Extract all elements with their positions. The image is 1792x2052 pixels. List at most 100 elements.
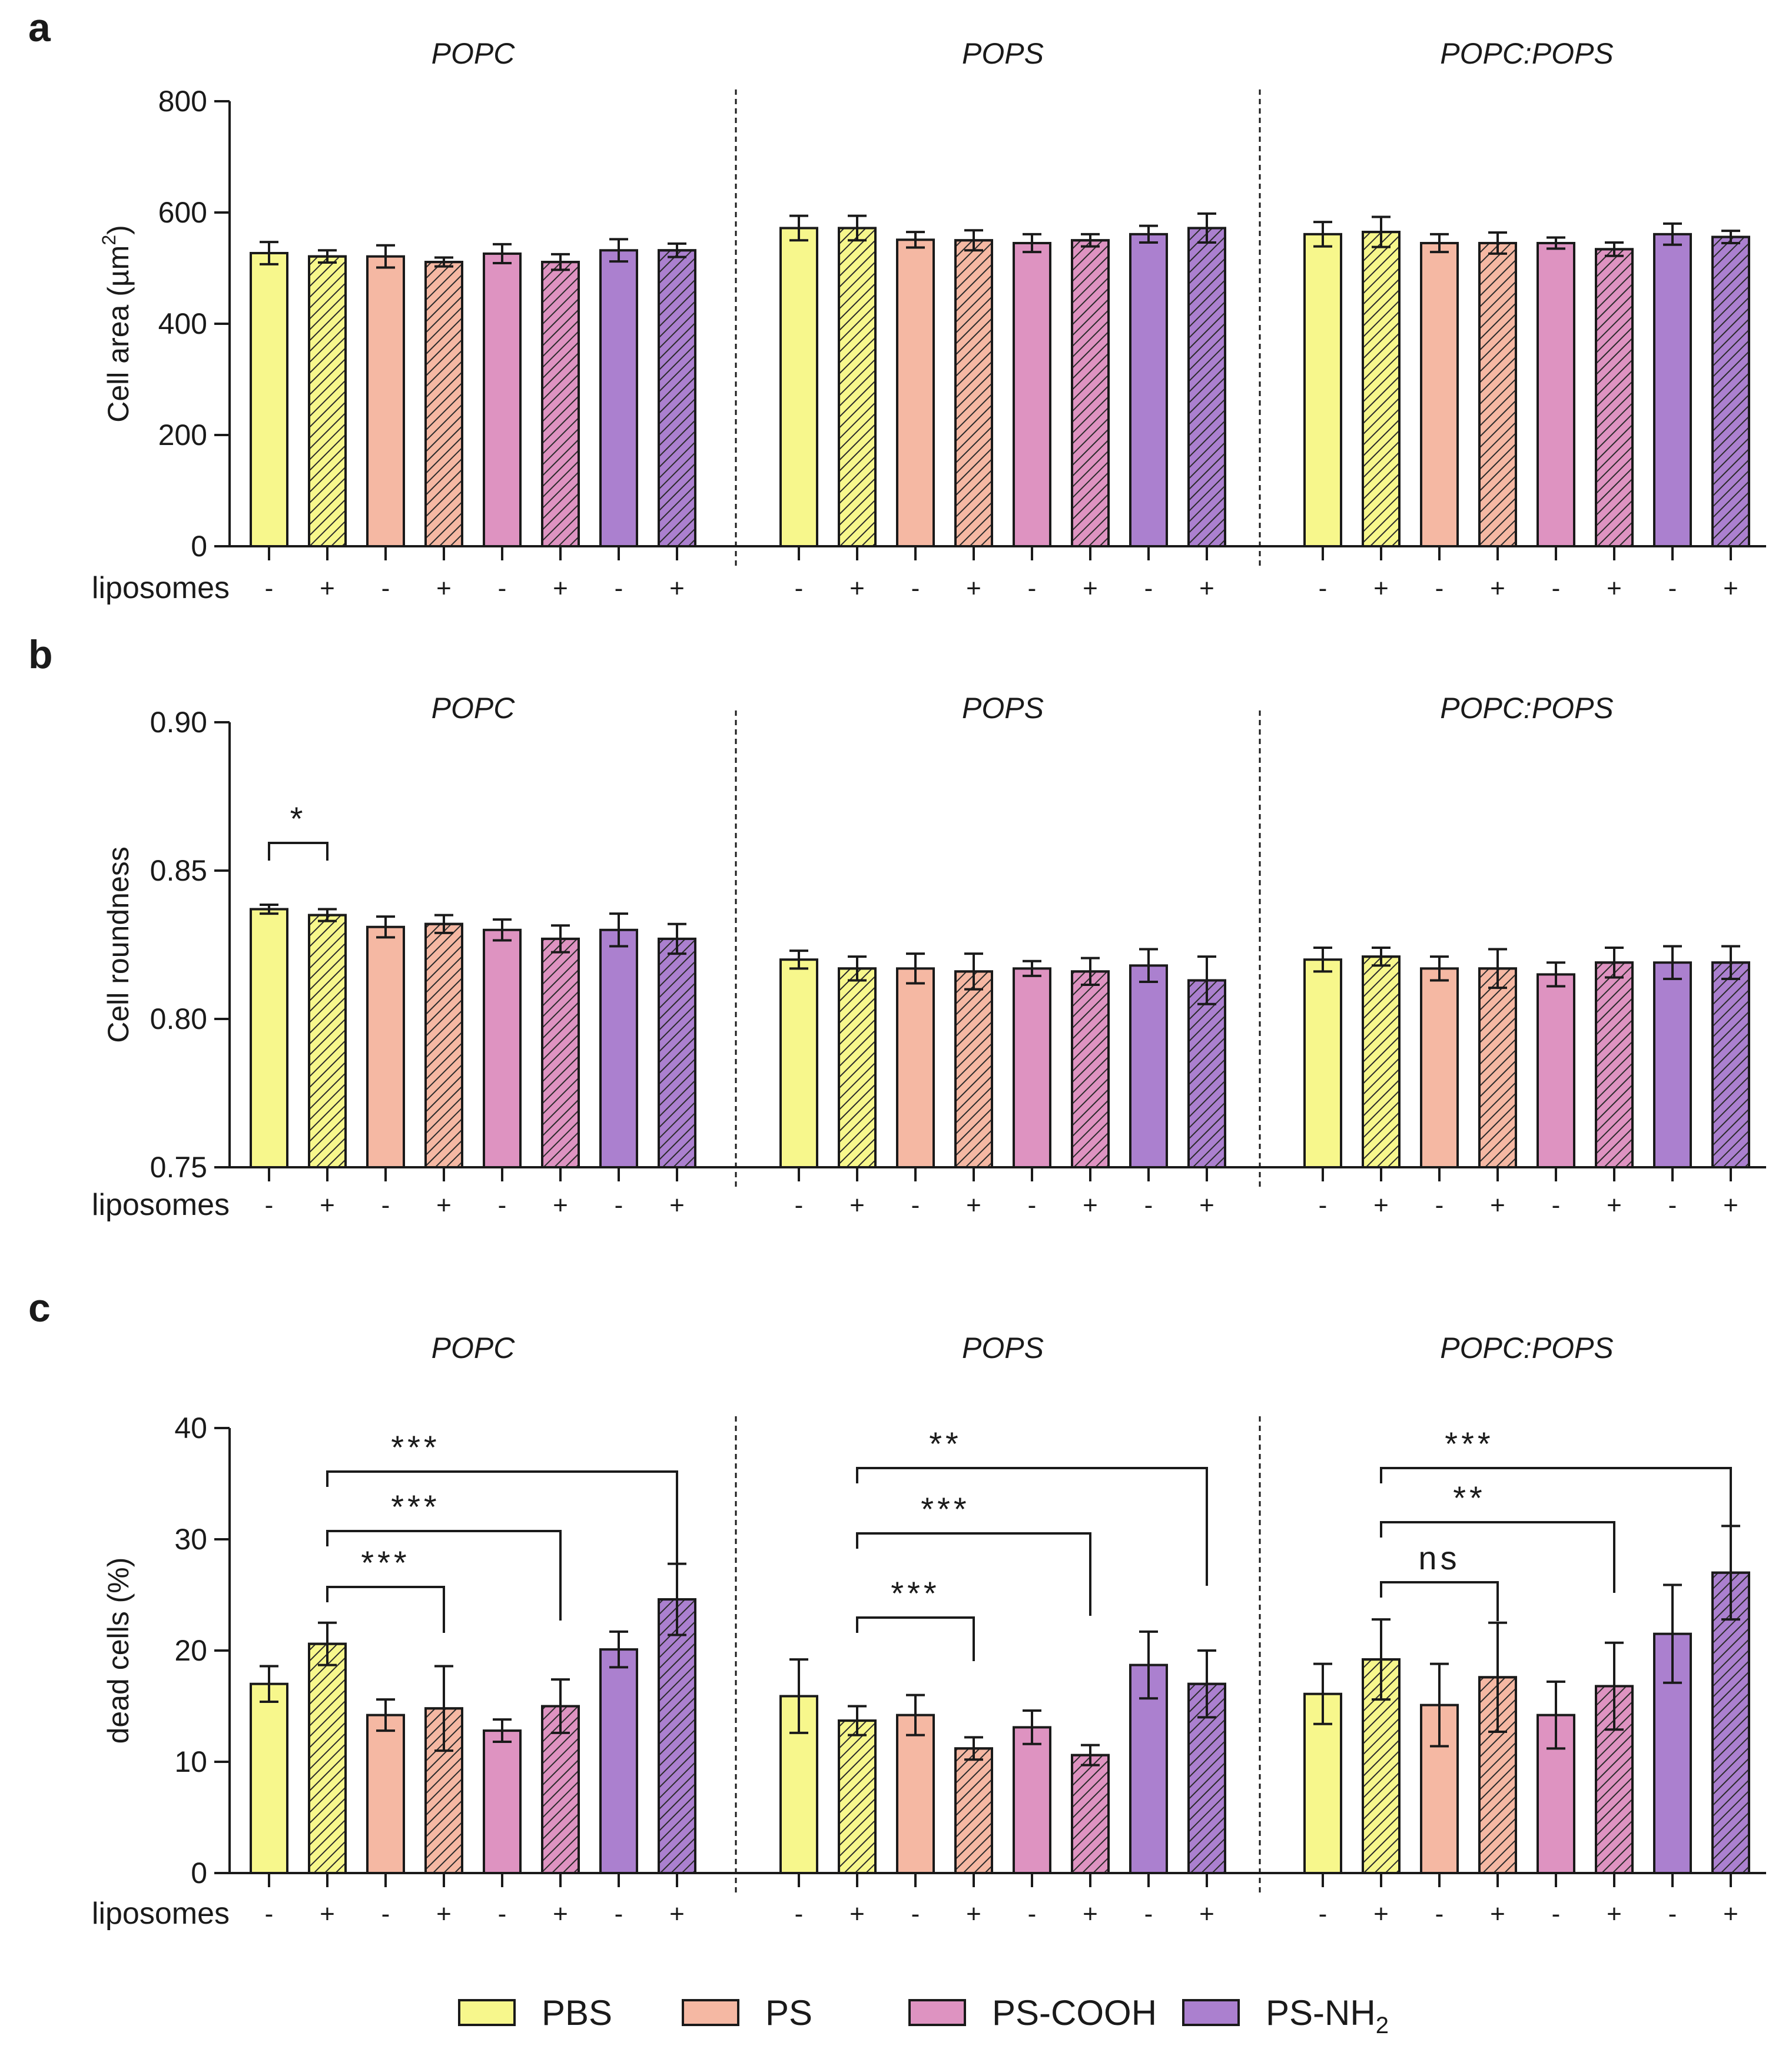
liposomes-sign: - xyxy=(795,574,804,603)
liposomes-sign: + xyxy=(849,574,865,603)
bar-hatch xyxy=(308,1642,347,1874)
panel-a: a 0 200 400 600 800 Cell area (µm2) liposomes PO… xyxy=(28,5,1766,605)
liposomes-sign: + xyxy=(1607,1900,1622,1928)
group-title: POPC xyxy=(432,1332,516,1364)
liposomes-sign: + xyxy=(966,574,981,603)
bar xyxy=(1013,967,1051,1168)
liposomes-row-label: liposomes xyxy=(92,1897,230,1931)
bar-hatch xyxy=(424,261,463,547)
significance-label: *** xyxy=(1445,1425,1494,1462)
legend-label-sub: 2 xyxy=(1376,2013,1389,2038)
bar xyxy=(1537,241,1575,548)
liposomes-sign: + xyxy=(966,1900,981,1928)
bar-hatch xyxy=(838,967,877,1168)
liposomes-sign: - xyxy=(1668,1900,1677,1928)
bar-hatch xyxy=(954,1747,993,1875)
liposomes-sign: + xyxy=(1373,574,1389,603)
bar-hatch xyxy=(1711,235,1750,547)
panel-c: c 0 10 20 30 40 dead cells (%) liposomes POPC - + -… xyxy=(28,1286,1766,1931)
liposomes-sign: + xyxy=(1083,574,1098,603)
bar-hatch xyxy=(1362,955,1401,1169)
liposomes-sign: - xyxy=(615,1191,623,1220)
significance-label: ** xyxy=(929,1425,962,1462)
bar-hatch xyxy=(658,249,696,547)
bar xyxy=(1537,973,1575,1169)
liposomes-sign: + xyxy=(1199,1191,1214,1220)
legend-swatch xyxy=(682,1999,739,2026)
group-title: POPC xyxy=(432,37,516,70)
group-title: POPS xyxy=(962,692,1044,725)
bar xyxy=(1129,964,1168,1169)
bar-hatch xyxy=(1711,961,1750,1168)
significance-label: *** xyxy=(891,1575,940,1612)
bar-hatch xyxy=(308,255,347,547)
bar xyxy=(1303,233,1342,548)
y-axis-label-close: ) xyxy=(102,225,135,235)
liposomes-sign: - xyxy=(498,1900,507,1928)
liposomes-sign: - xyxy=(911,1900,920,1928)
legend-label: PS-COOH xyxy=(992,1993,1157,2033)
liposomes-sign: - xyxy=(265,1900,274,1928)
y-tick-label: 0.75 xyxy=(150,1151,207,1184)
liposomes-sign: + xyxy=(436,1900,452,1928)
liposomes-sign: - xyxy=(498,574,507,603)
legend-label-text: PS-COOH xyxy=(992,1993,1157,2033)
bar xyxy=(1420,241,1459,548)
liposomes-sign: + xyxy=(320,574,335,603)
legend-label: PBS xyxy=(542,1993,612,2033)
bar xyxy=(366,255,405,547)
liposomes-sign: + xyxy=(1490,1191,1505,1220)
significance-bracket xyxy=(856,1616,975,1661)
y-tick-label: 0.80 xyxy=(150,1002,207,1035)
bar xyxy=(1013,241,1051,548)
bar-hatch xyxy=(1362,231,1401,547)
bar xyxy=(599,249,638,547)
legend-swatch xyxy=(908,1999,966,2026)
liposomes-sign: + xyxy=(553,1191,568,1220)
bar-hatch xyxy=(658,1598,696,1875)
liposomes-sign: - xyxy=(1435,1900,1444,1928)
legend-label: PS-NH2 xyxy=(1266,1993,1389,2038)
liposomes-sign: - xyxy=(265,574,274,603)
bar-hatch xyxy=(838,227,877,547)
bar-hatch xyxy=(1595,961,1634,1168)
liposomes-sign: - xyxy=(1552,574,1561,603)
liposomes-sign: + xyxy=(320,1191,335,1220)
significance-bracket xyxy=(326,1530,562,1621)
liposomes-sign: + xyxy=(1490,1900,1505,1928)
liposomes-sign: - xyxy=(615,574,623,603)
bar-hatch xyxy=(1071,1754,1110,1874)
legend-swatch xyxy=(458,1999,516,2026)
y-axis-label-text: dead cells (%) xyxy=(102,1558,135,1744)
liposomes-sign: + xyxy=(553,1900,568,1928)
liposomes-sign: + xyxy=(436,1191,452,1220)
liposomes-sign: + xyxy=(1723,1900,1738,1928)
group-title: POPC xyxy=(432,692,516,725)
liposomes-sign: - xyxy=(1435,1191,1444,1220)
panel-b: b 0.75 0.80 0.85 0.90 Cell roundness liposomes… xyxy=(28,632,1766,1222)
bar-hatch xyxy=(1071,239,1110,547)
significance-label: * xyxy=(290,800,307,837)
y-tick-label: 0.90 xyxy=(150,706,207,739)
liposomes-sign: + xyxy=(849,1900,865,1928)
liposomes-sign: + xyxy=(1083,1900,1098,1928)
bar xyxy=(483,928,522,1169)
liposomes-sign: - xyxy=(1319,1900,1328,1928)
bar-hatch xyxy=(838,1719,877,1875)
liposomes-sign: + xyxy=(966,1191,981,1220)
significance-bracket xyxy=(1380,1467,1732,1556)
liposomes-sign: + xyxy=(1607,1191,1622,1220)
liposomes-sign: + xyxy=(1373,1900,1389,1928)
bar xyxy=(483,252,522,547)
liposomes-sign: + xyxy=(669,1191,685,1220)
liposomes-sign: + xyxy=(320,1900,335,1928)
liposomes-sign: - xyxy=(1552,1900,1561,1928)
y-tick-label: 10 xyxy=(174,1745,207,1778)
legend-label-text: PS xyxy=(765,1993,812,2033)
liposomes-sign: - xyxy=(1319,1191,1328,1220)
legend-swatch xyxy=(1182,1999,1240,2026)
y-tick-label: 600 xyxy=(158,196,207,229)
liposomes-sign: + xyxy=(1490,574,1505,603)
significance-bracket xyxy=(856,1467,1208,1586)
